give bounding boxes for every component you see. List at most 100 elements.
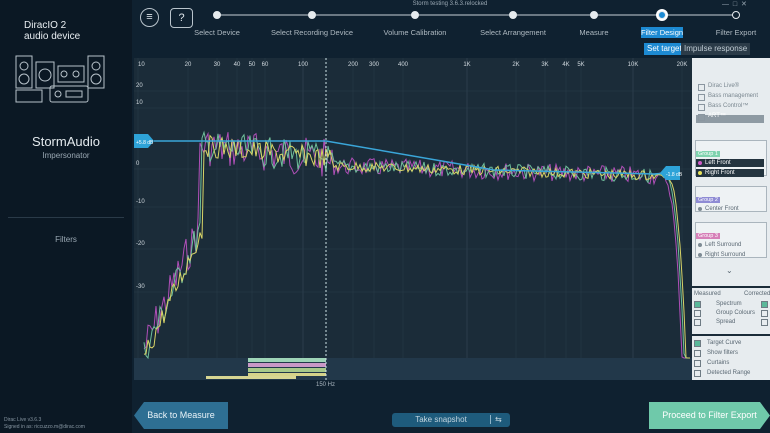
checkbox[interactable] [761,301,768,308]
x-axis-label: 5K [577,62,584,68]
filter-bar [248,363,326,367]
x-axis-label: 50 [249,62,256,68]
window-controls: — □ ✕ [722,1,747,8]
step-dot[interactable] [213,11,221,19]
panel-divider [692,334,770,336]
left-marker-shape[interactable] [134,134,154,148]
x-axis-label: 20 [185,62,192,68]
product-name: StormAudio [32,134,100,149]
step-label[interactable]: Select Device [194,28,240,37]
channel-dot [698,253,702,257]
channel-dot [698,171,702,175]
right-marker-shape[interactable] [660,166,680,180]
channel-dot [698,243,702,247]
channel-label[interactable]: Center Front [705,206,739,212]
back-button[interactable]: Back to Measure [134,402,228,429]
checkbox[interactable] [698,94,705,101]
option-label[interactable]: Bass management [708,93,759,99]
x-axis-label: 60 [262,62,269,68]
step-highlight [641,27,683,38]
step-dot[interactable] [308,11,316,19]
checkbox[interactable] [761,319,768,326]
plot-background [134,58,692,380]
tab-set-target[interactable]: Set target [644,43,685,55]
toggle-label[interactable]: Show filters [707,350,739,356]
option-label[interactable]: ART™ [708,113,726,119]
step-dot[interactable] [658,11,666,19]
step-dot[interactable] [411,11,419,19]
step-label[interactable]: Filter Export [716,28,757,37]
x-axis-label: 200 [348,62,359,68]
frequency-plot: 10 20 30 40 50 60 100 200 300 400 1K 2K 3K 4K 5K 10K 20K… [134,58,692,380]
step-dot[interactable] [509,11,517,19]
channel-selected [696,159,764,167]
checkbox[interactable] [698,84,705,91]
group-tag[interactable]: Group 2 [696,197,720,203]
y-axis-label: -10 [136,199,145,205]
menu-button[interactable]: ≡ [140,8,159,27]
divider [8,217,124,218]
right-marker: -1.8 dB [666,172,683,178]
step-label[interactable]: Volume Calibration [384,28,447,37]
step-label[interactable]: Filter Design [641,28,683,37]
option-label[interactable]: Dirac Live® [708,83,740,89]
checkbox[interactable] [698,104,705,111]
toggle-label[interactable]: Detected Range [707,370,751,376]
step-label[interactable]: Select Arrangement [480,28,547,37]
help-button[interactable]: ? [170,8,193,28]
y-axis-label: -30 [136,284,145,290]
x-axis-label: 4K [562,62,569,68]
measured-header: Measured [694,291,721,297]
x-axis-label: 30 [214,62,221,68]
step-bar: Select Device Select Recording Device Volu… [194,9,757,38]
x-axis-label: 3K [541,62,548,68]
target-curve[interactable] [154,140,667,175]
device-sub: audio device [24,31,81,42]
checkbox[interactable] [698,114,705,121]
proceed-button[interactable]: Proceed to Filter Export [649,402,770,429]
checkbox[interactable] [694,301,701,308]
checkbox[interactable] [694,310,701,317]
channel-label[interactable]: Left Front [705,160,731,166]
sidebar: DiracIO 2 audio device StormAudio Impers… [0,0,132,433]
y-axis-label: 10 [136,100,143,106]
y-axis-label: 20 [136,83,143,89]
y-axis-label: 0 [136,161,140,167]
channel-dot [698,207,702,211]
checkbox[interactable] [694,370,701,377]
channel-label[interactable]: Left Surround [705,242,742,248]
group-tag[interactable]: Group 3 [696,233,720,239]
display-label: Group Colours [716,310,756,316]
x-axis-label: 20K [677,62,688,68]
toggle-label[interactable]: Curtains [707,360,730,366]
step-dot[interactable] [590,11,598,19]
checkbox[interactable] [694,360,701,367]
x-axis-label: 1K [463,62,470,68]
snapshot-icon: ⇆ [490,415,502,424]
channel-label[interactable]: Right Front [705,170,735,176]
checkbox[interactable] [694,350,701,357]
filter-bar [248,373,326,376]
checkbox[interactable] [694,319,701,326]
checkbox[interactable] [694,340,701,347]
step-dot[interactable] [732,11,740,19]
signed-in: Signed in as: riccuzzo.m@dirac.com [4,424,85,430]
x-axis-label: 2K [512,62,519,68]
step-label[interactable]: Select Recording Device [271,28,353,37]
channel-label[interactable]: Right Surround [705,252,746,258]
range-bar [206,376,296,379]
snapshot-label: Take snapshot [415,415,467,424]
option-label[interactable]: Bass Control™ [708,103,749,109]
tab-impulse-response[interactable]: Impulse response [681,43,751,55]
toggle-label[interactable]: Target Curve [707,340,742,346]
snapshot-button[interactable]: Take snapshot ⇆ [392,413,510,427]
product-sub: Impersonator [42,151,90,160]
x-axis-label: 400 [398,62,409,68]
checkbox[interactable] [761,310,768,317]
x-axis-label: 10 [138,62,145,68]
step-label[interactable]: Measure [579,28,608,37]
group-tag[interactable]: Group 1 [696,151,720,157]
display-label: Spectrum [716,301,742,307]
